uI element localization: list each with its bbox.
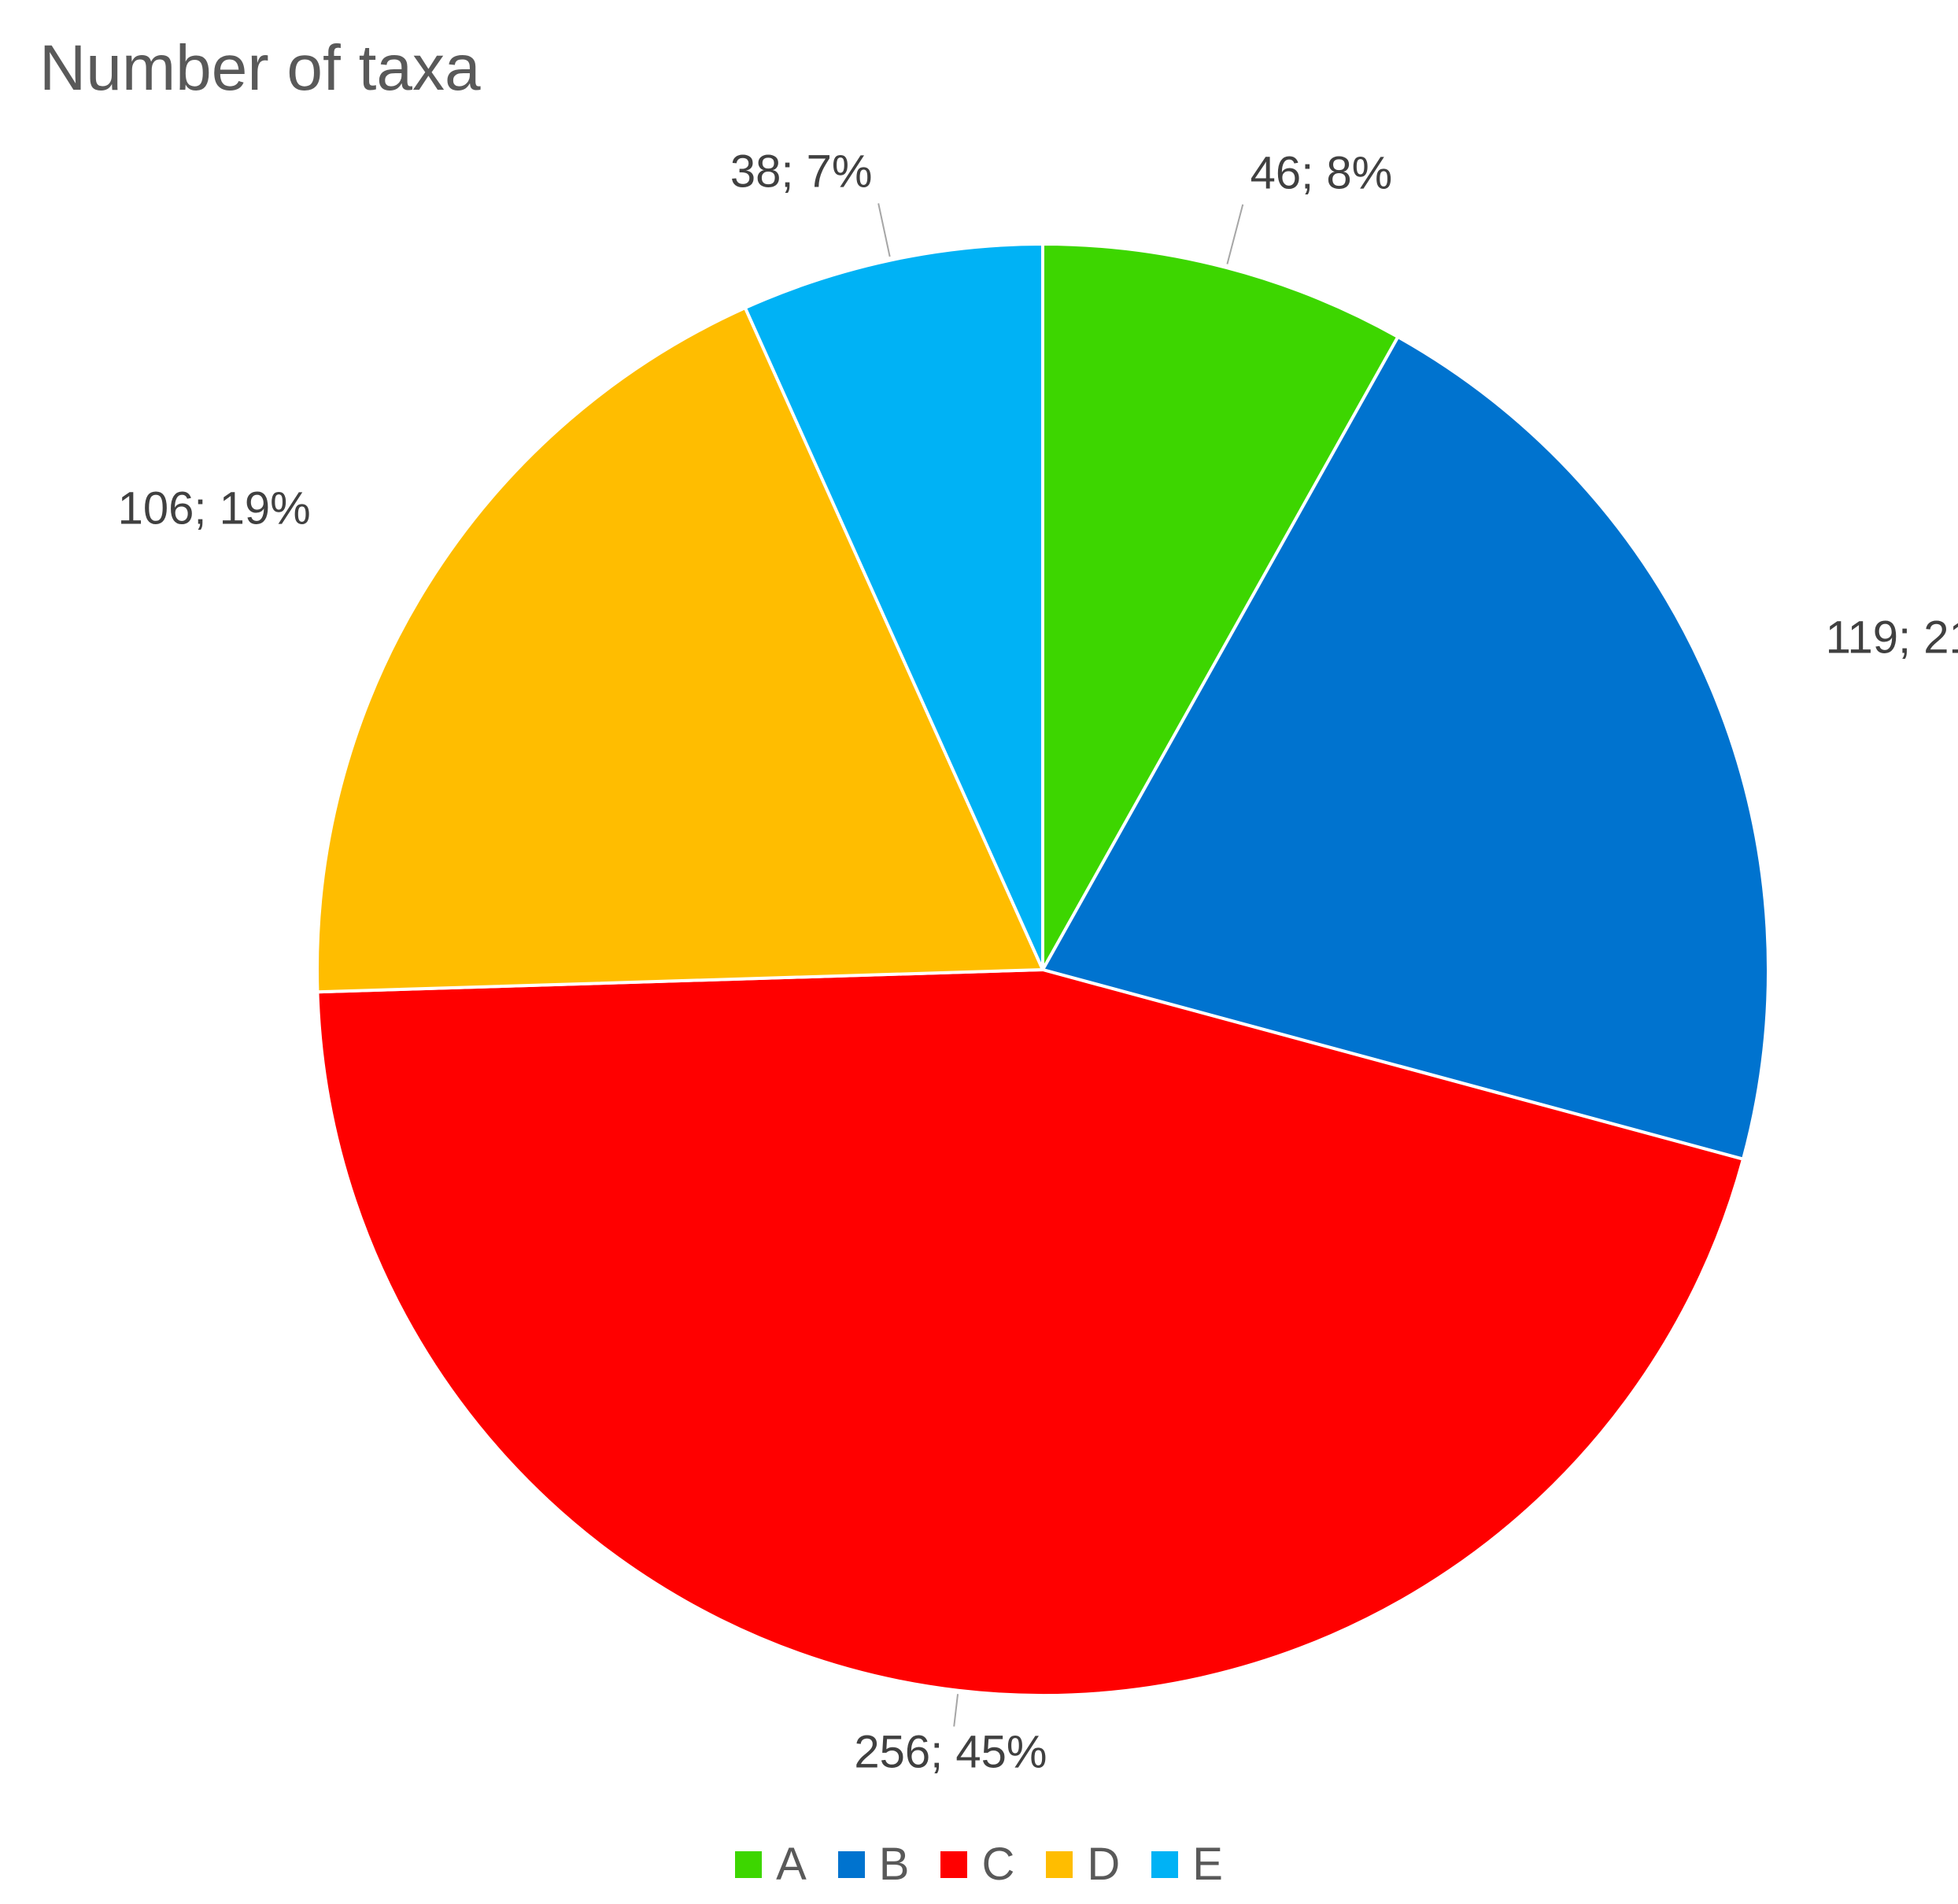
pie-slice-a (1041, 242, 1400, 971)
pie-slice-d (316, 306, 1044, 994)
legend-swatch-e (1151, 1850, 1179, 1878)
data-label-c: 256; 45% (854, 1726, 1047, 1777)
leader-line-e (877, 203, 891, 257)
leader-line-c (953, 1694, 959, 1727)
pie-slice-c (316, 968, 1746, 1697)
legend-item-d: D (1046, 1838, 1120, 1891)
pie-slice-e (743, 242, 1044, 971)
legend-item-a: A (735, 1838, 807, 1891)
data-label-b: 119; 21% (1826, 612, 1958, 664)
data-labels: 46; 8% 119; 21% 256; 45% 106; 19% 38; 7% (118, 146, 1958, 1778)
data-label-a: 46; 8% (1251, 147, 1393, 198)
legend-label-c: C (981, 1839, 1015, 1890)
legend: A B C D E (0, 1838, 1958, 1891)
data-label-e: 38; 7% (730, 146, 873, 198)
leader-lines (877, 203, 1244, 1727)
legend-swatch-a (735, 1850, 763, 1878)
leader-line-a (1226, 204, 1244, 264)
legend-label-d: D (1087, 1839, 1121, 1890)
legend-swatch-d (1046, 1850, 1073, 1878)
legend-swatch-b (837, 1850, 865, 1878)
pie-slices (316, 242, 1770, 1697)
data-label-d: 106; 19% (118, 483, 311, 534)
legend-label-b: B (878, 1839, 910, 1890)
legend-item-c: C (940, 1838, 1014, 1891)
pie-slice-b (1041, 335, 1770, 1161)
legend-item-b: B (837, 1838, 910, 1891)
chart-title: Number of taxa (39, 32, 481, 104)
legend-item-e: E (1151, 1838, 1223, 1891)
legend-label-a: A (776, 1839, 807, 1890)
legend-label-e: E (1192, 1839, 1223, 1890)
legend-swatch-c (940, 1850, 968, 1878)
